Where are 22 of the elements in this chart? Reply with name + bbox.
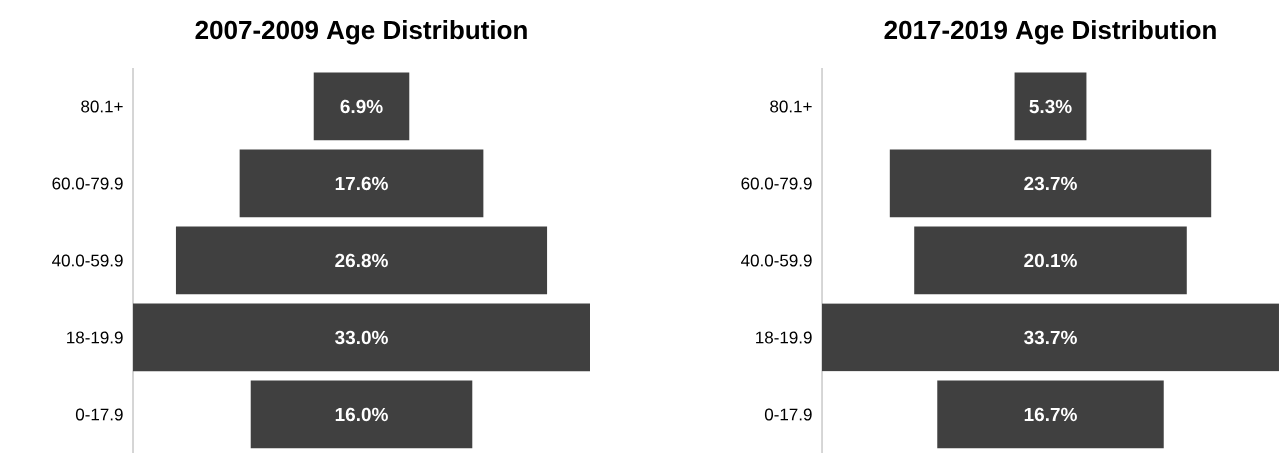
text: 2017-2019 Age Distribution [884, 20, 1216, 45]
data-label: 16.7% [1024, 407, 1077, 422]
category-label: 40.0-59.9 [52, 254, 123, 267]
data-label: 5.3% [1029, 99, 1072, 114]
data-label: 16.0% [335, 407, 388, 422]
data-label: 17.6% [335, 176, 388, 191]
data-label: 26.8% [335, 253, 388, 268]
data-label: 23.7% [1024, 176, 1077, 191]
category-label: 0-17.9 [764, 408, 812, 421]
data-label: 33.7% [1024, 330, 1077, 345]
data-label: 33.0% [335, 330, 388, 345]
category-label: 80.1+ [770, 100, 812, 113]
category-label: 18-19.9 [756, 331, 812, 344]
category-label: 0-17.9 [75, 408, 123, 421]
category-label: 80.1+ [81, 100, 123, 113]
category-label: 60.0-79.9 [741, 177, 812, 190]
text: 2007-2009 Age Distribution [195, 20, 527, 45]
category-label: 60.0-79.9 [52, 177, 123, 190]
data-label: 6.9% [340, 99, 383, 114]
data-label: 20.1% [1024, 253, 1077, 268]
category-label: 18-19.9 [67, 331, 123, 344]
category-label: 40.0-59.9 [741, 254, 812, 267]
